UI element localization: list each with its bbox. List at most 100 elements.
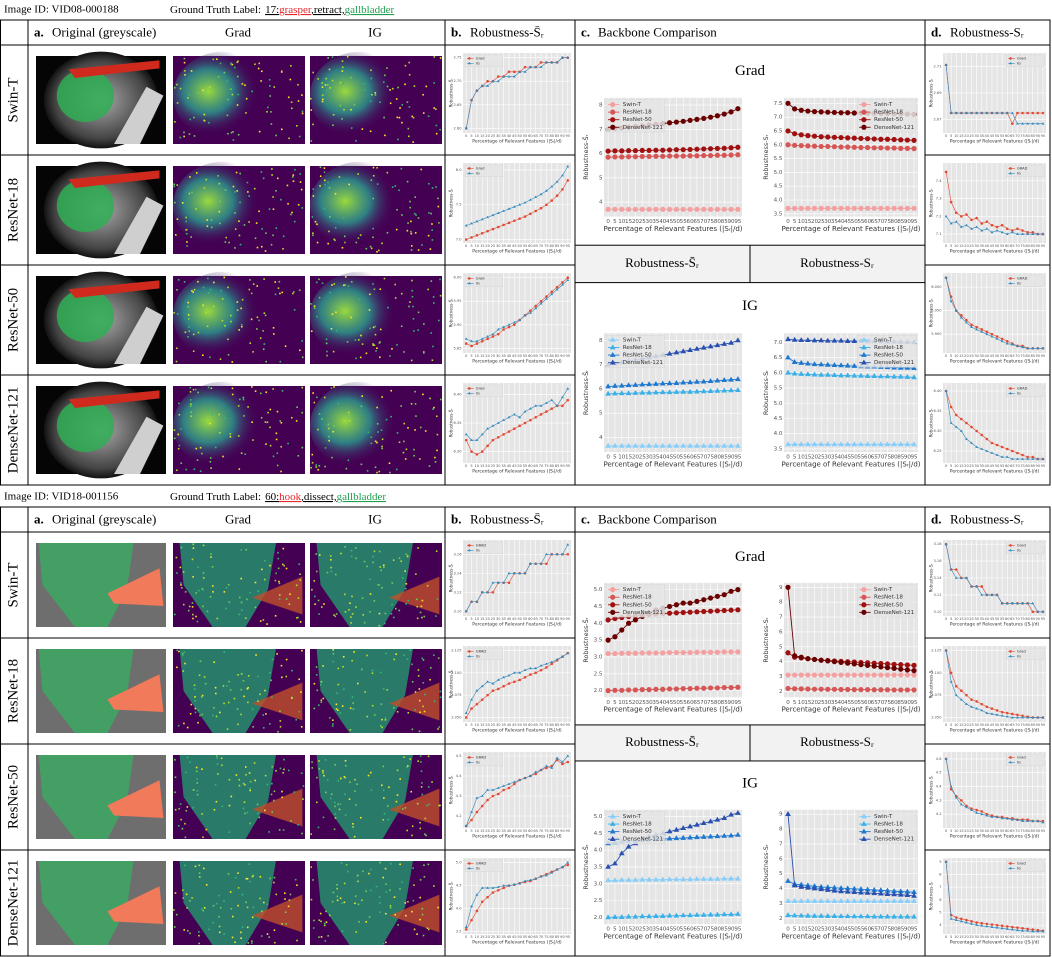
heatmap-speckle [222, 456, 224, 458]
heatmap-speckle [221, 758, 223, 760]
heatmap-speckle [263, 902, 265, 904]
marker [486, 80, 489, 83]
heatmap-speckle [230, 321, 232, 323]
marker [1001, 924, 1004, 927]
heatmap-speckle [252, 726, 254, 728]
marker [878, 145, 883, 150]
heatmap-speckle [314, 305, 316, 307]
heatmap-speckle [421, 770, 423, 772]
heatmap-speckle [184, 74, 186, 76]
heatmap-speckle [188, 610, 190, 612]
heatmap-speckle [283, 236, 285, 238]
marker [660, 687, 665, 692]
marker [626, 154, 631, 159]
heatmap-speckle [291, 417, 293, 419]
heatmap-speckle [337, 804, 339, 806]
heatmap-speckle [420, 755, 422, 757]
heatmap-speckle [387, 232, 389, 234]
heatmap-speckle [310, 98, 312, 100]
header-d_title: Robustness-Sᵣ [950, 511, 1024, 526]
heatmap-speckle [237, 104, 239, 106]
x-tick-label: 25 [491, 464, 496, 468]
heatmap-speckle [202, 606, 204, 608]
marker [975, 809, 978, 812]
heatmap-speckle [196, 778, 198, 780]
marker [508, 71, 511, 74]
y-tick-label: 6.30 [933, 429, 942, 433]
heatmap-speckle [415, 691, 417, 693]
heatmap-speckle [275, 770, 277, 772]
y-tick-label: 7 [939, 885, 941, 889]
heatmap-speckle [433, 56, 435, 58]
heatmap-speckle [192, 614, 194, 616]
marker [681, 147, 686, 152]
marker [708, 207, 713, 212]
legend-label: Swin-T [623, 337, 642, 343]
heatmap-speckle [433, 885, 435, 887]
x-tick-label: 95 [1041, 829, 1046, 833]
x-tick-label: 75 [1020, 244, 1025, 248]
heatmap-speckle [381, 429, 383, 431]
x-tick-label: 35 [501, 829, 506, 833]
heatmap-speckle [360, 817, 362, 819]
heatmap-speckle [436, 450, 438, 452]
heatmap-speckle [411, 835, 413, 837]
heatmap-speckle [435, 108, 437, 110]
row-label: ResNet-50 [5, 765, 21, 829]
marker [722, 153, 727, 158]
heatmap-speckle [223, 651, 225, 653]
label-part: gallbladder [337, 491, 387, 503]
marker [872, 664, 877, 669]
marker [502, 789, 505, 792]
heatmap-speckle [389, 355, 391, 357]
y-tick-label: 4.0 [594, 621, 603, 627]
heatmap-speckle [327, 935, 329, 937]
heatmap-speckle [255, 606, 257, 608]
marker [1011, 713, 1014, 716]
marker [852, 687, 857, 692]
marker [667, 120, 672, 125]
heatmap-speckle [289, 593, 291, 595]
heatmap-speckle [298, 678, 300, 680]
heatmap-speckle [356, 242, 358, 244]
heatmap-speckle [432, 359, 434, 361]
marker [735, 685, 740, 690]
heatmap-speckle [353, 708, 355, 710]
y-axis-label: Robustness-Sᵣ [762, 370, 770, 415]
x-tick-label: 25 [969, 617, 974, 621]
heatmap-speckle [256, 328, 258, 330]
marker [465, 342, 468, 345]
heatmap-speckle [310, 833, 312, 835]
marker [492, 795, 495, 798]
x-tick-label: 45 [512, 829, 517, 833]
heatmap-speckle [240, 549, 242, 551]
marker [861, 117, 866, 122]
marker [1016, 926, 1019, 929]
heatmap-speckle [406, 830, 408, 832]
heatmap-speckle [413, 884, 415, 886]
marker [524, 422, 527, 425]
heatmap-speckle [182, 202, 184, 204]
y-axis-label: Robustness-S̄ᵣ [581, 617, 590, 662]
heatmap-speckle [332, 313, 334, 315]
heatmap-speckle [202, 354, 204, 356]
heatmap-speckle [264, 343, 266, 345]
heatmap-speckle [212, 715, 214, 717]
y-tick-label: 2.5 [594, 671, 603, 677]
heatmap-speckle [187, 757, 189, 759]
x-tick-label: 0 [465, 723, 468, 727]
heatmap-speckle [398, 610, 400, 612]
header-grad: Grad [225, 24, 251, 39]
marker [605, 155, 610, 160]
marker [1006, 925, 1009, 928]
heatmap-speckle [377, 423, 379, 425]
marker [905, 206, 910, 211]
heatmap-speckle [425, 430, 427, 432]
marker [701, 609, 706, 614]
x-axis-label: Percentage of Relevant Features (|Sᵣ|/d) [472, 358, 562, 364]
marker [980, 434, 983, 437]
heatmap-speckle [244, 813, 246, 815]
heatmap-speckle [279, 281, 281, 283]
heatmap-speckle [198, 332, 200, 334]
heatmap-speckle [358, 921, 360, 923]
